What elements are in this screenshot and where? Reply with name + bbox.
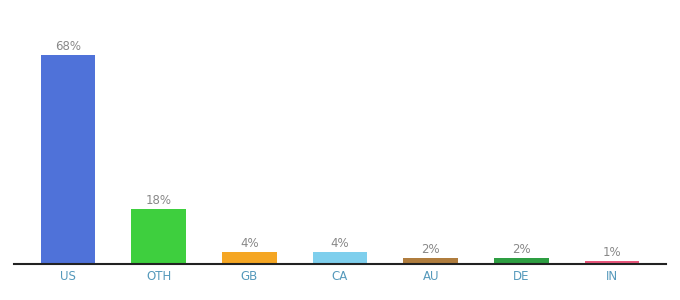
Bar	[585, 261, 639, 264]
Bar	[494, 258, 549, 264]
Text: 68%: 68%	[55, 40, 81, 53]
Bar	[313, 252, 367, 264]
Text: 1%: 1%	[602, 246, 622, 260]
Text: 2%: 2%	[512, 243, 530, 256]
Text: 4%: 4%	[240, 237, 258, 250]
Bar	[41, 55, 95, 264]
Bar	[403, 258, 458, 264]
Bar	[131, 208, 186, 264]
Text: 18%: 18%	[146, 194, 171, 207]
Text: 2%: 2%	[422, 243, 440, 256]
Text: 4%: 4%	[330, 237, 350, 250]
Bar	[222, 252, 277, 264]
